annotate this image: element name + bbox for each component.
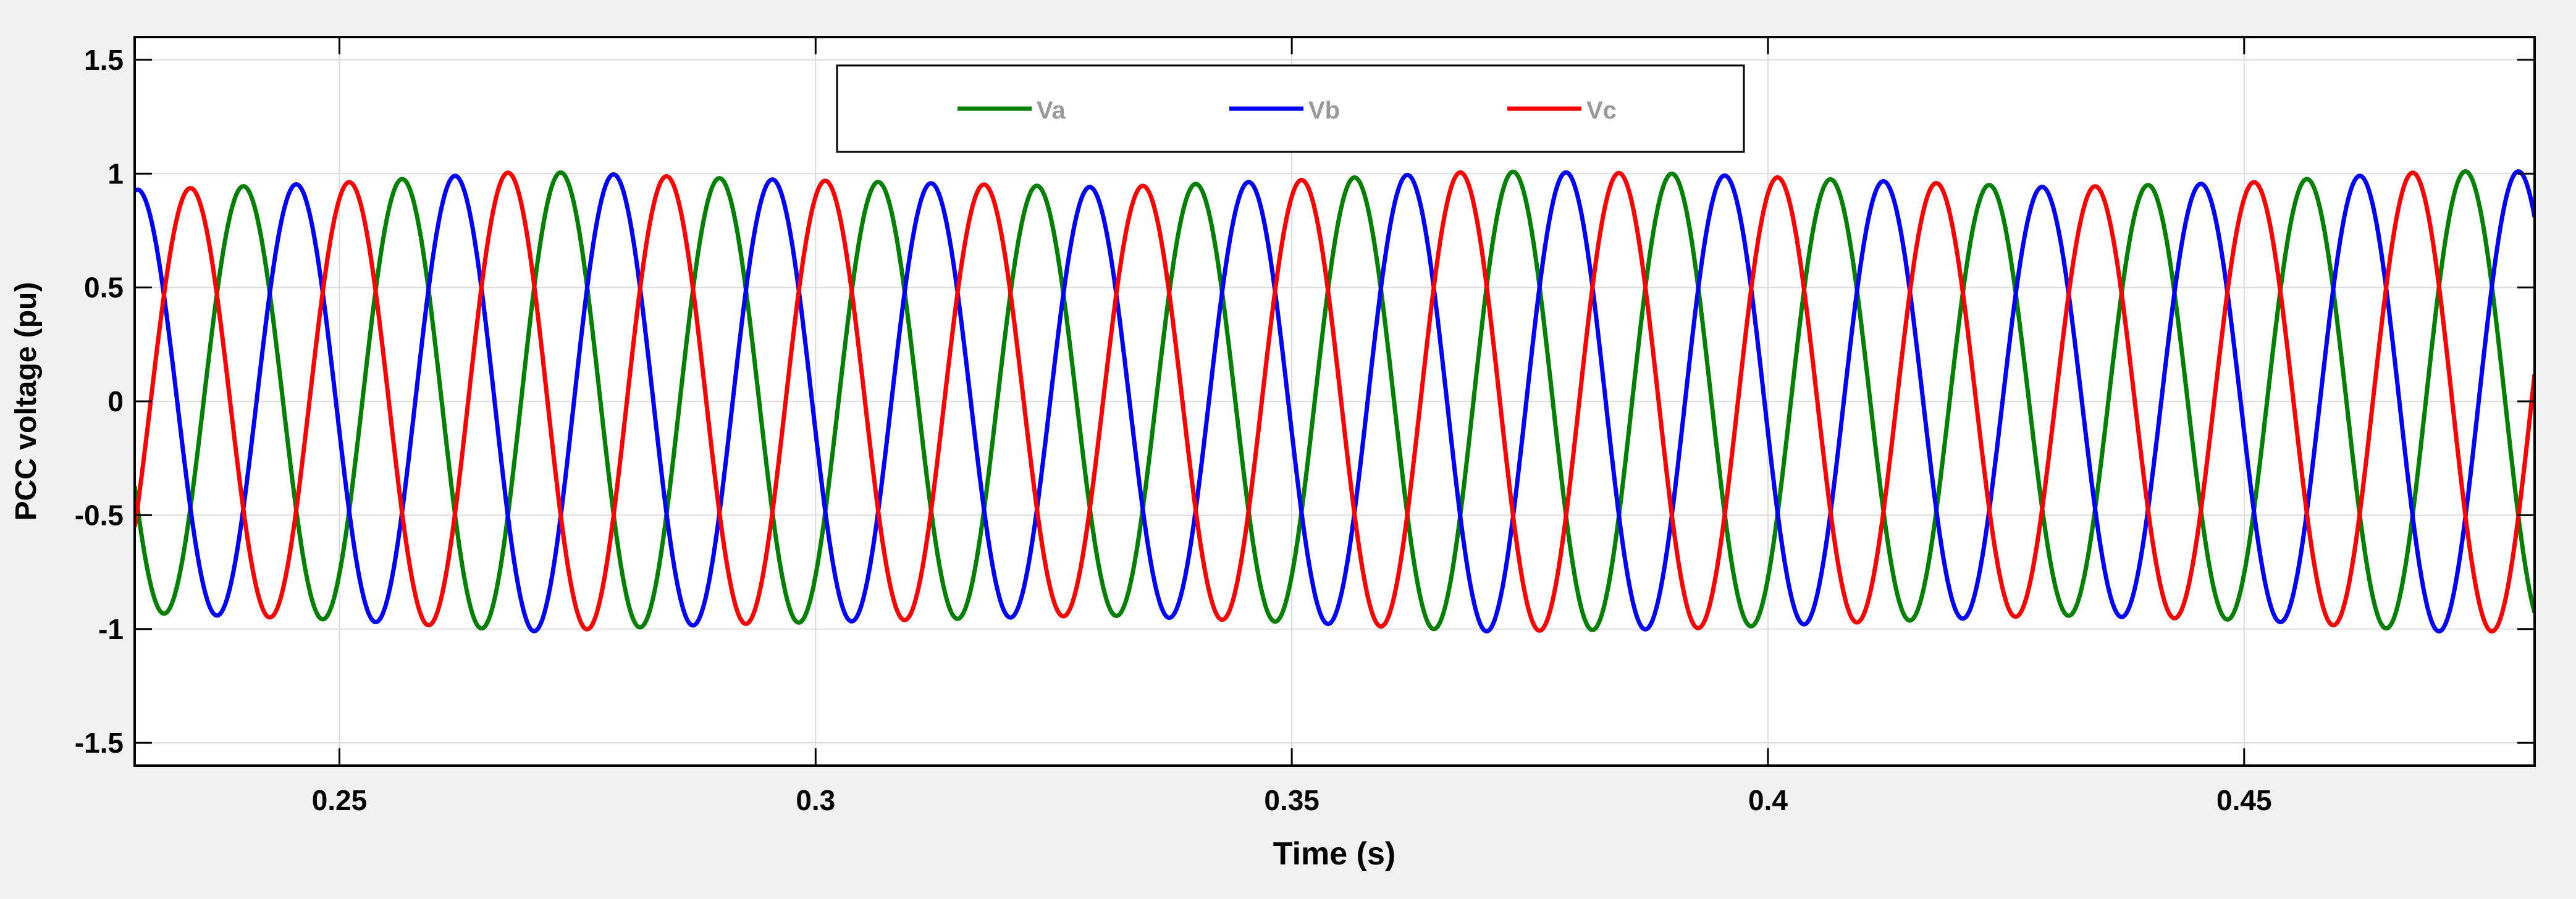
grid-lines: [135, 37, 2535, 766]
y-tick-label: 1.5: [84, 44, 124, 76]
y-tick-label: 1: [107, 157, 124, 190]
legend-label-vc: Vc: [1586, 97, 1617, 124]
y-tick-label: 0.5: [84, 272, 124, 304]
axis-ticks: 0.25 0.3 0.35 0.4 0.45 -1.5 -1 -0.5 0 0.5 1 1.5: [75, 37, 2535, 816]
x-tick-label: 0.25: [312, 784, 368, 816]
series-line-vb: [135, 169, 2535, 633]
x-tick-label: 0.45: [2216, 784, 2272, 816]
series-line-vc: [135, 170, 2535, 633]
x-axis-label: Time (s): [1273, 836, 1395, 872]
legend-label-va: Va: [1037, 97, 1066, 124]
legend: Va Vb Vc: [836, 64, 1745, 153]
y-tick-label: -0.5: [75, 499, 124, 531]
y-axis-label: PCC voltage (pu): [10, 282, 43, 521]
y-tick-label: -1.5: [75, 727, 124, 759]
legend-label-vb: Vb: [1308, 97, 1340, 124]
y-tick-label: 0: [107, 385, 124, 417]
series-layer: [135, 169, 2535, 633]
x-tick-label: 0.35: [1264, 784, 1320, 816]
y-tick-label: -1: [98, 613, 124, 645]
x-tick-label: 0.3: [796, 784, 835, 816]
x-tick-label: 0.4: [1748, 784, 1788, 816]
